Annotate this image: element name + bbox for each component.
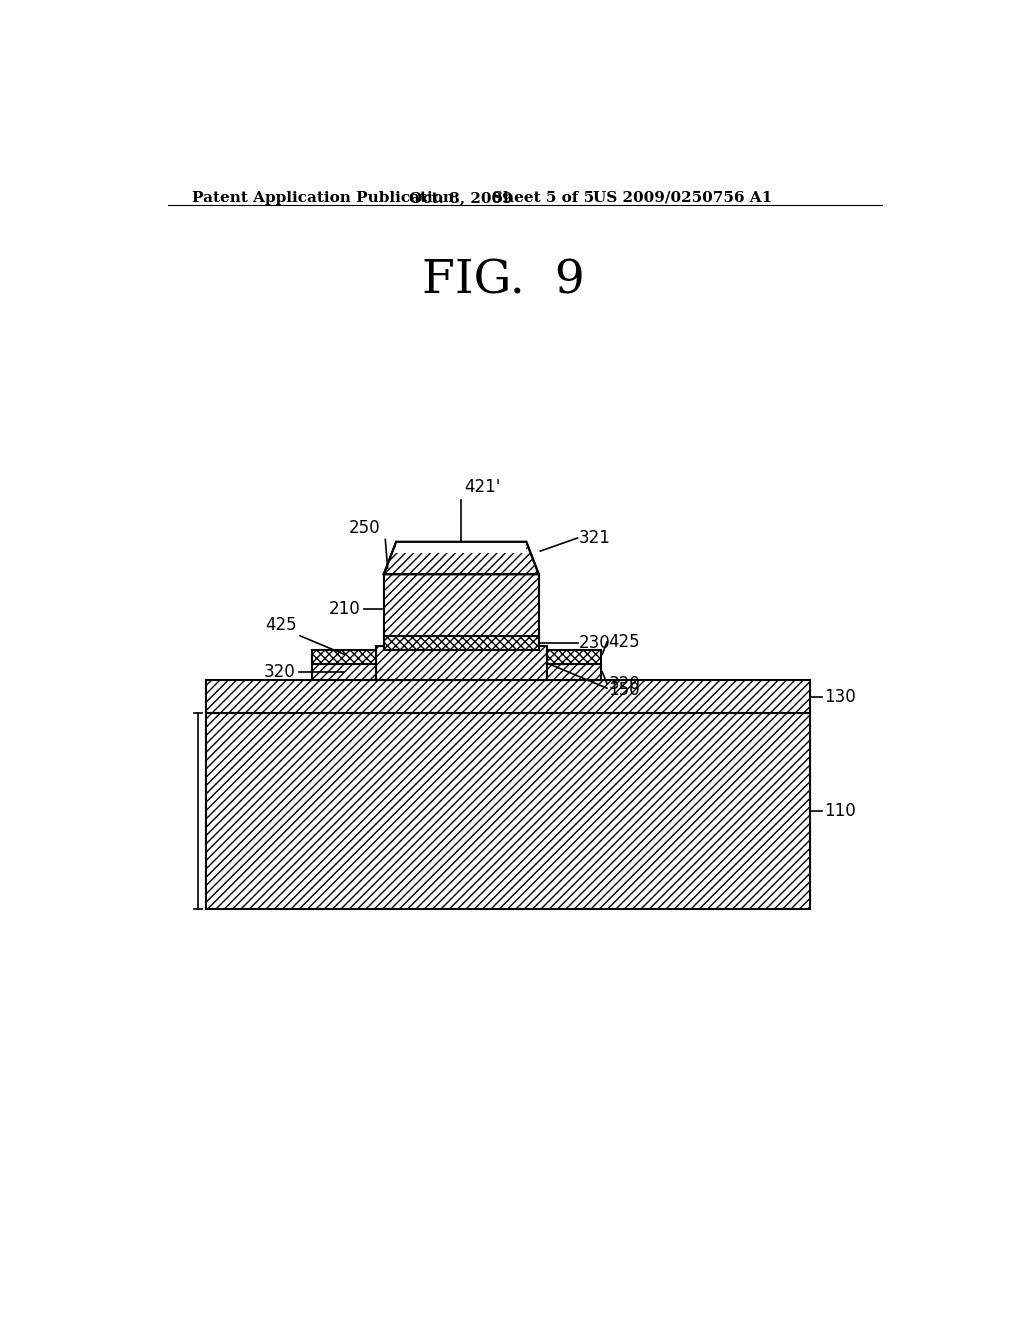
- Bar: [376, 645, 547, 681]
- Bar: [312, 664, 376, 681]
- Text: 250: 250: [349, 519, 381, 537]
- Text: 320: 320: [608, 675, 640, 693]
- Text: Patent Application Publication: Patent Application Publication: [191, 191, 454, 205]
- Text: FIG.  9: FIG. 9: [423, 259, 586, 304]
- Text: Oct. 8, 2009: Oct. 8, 2009: [410, 191, 513, 205]
- Text: 110: 110: [824, 803, 856, 820]
- Bar: [312, 649, 376, 664]
- Polygon shape: [384, 543, 539, 574]
- Bar: [206, 681, 810, 713]
- Text: 230: 230: [579, 634, 610, 652]
- Bar: [206, 713, 810, 909]
- Bar: [384, 574, 539, 636]
- Text: 320: 320: [263, 663, 295, 681]
- Text: 421': 421': [464, 478, 501, 496]
- Text: 210: 210: [329, 599, 360, 618]
- Bar: [547, 664, 601, 681]
- Bar: [384, 636, 539, 649]
- Polygon shape: [396, 543, 526, 553]
- Text: 150: 150: [608, 681, 640, 698]
- Text: Sheet 5 of 5: Sheet 5 of 5: [493, 191, 594, 205]
- Text: 425: 425: [265, 616, 297, 635]
- Text: 130: 130: [824, 688, 856, 706]
- Text: US 2009/0250756 A1: US 2009/0250756 A1: [593, 191, 772, 205]
- Text: 321: 321: [579, 529, 611, 546]
- Text: 425: 425: [608, 634, 640, 651]
- Bar: [547, 649, 601, 664]
